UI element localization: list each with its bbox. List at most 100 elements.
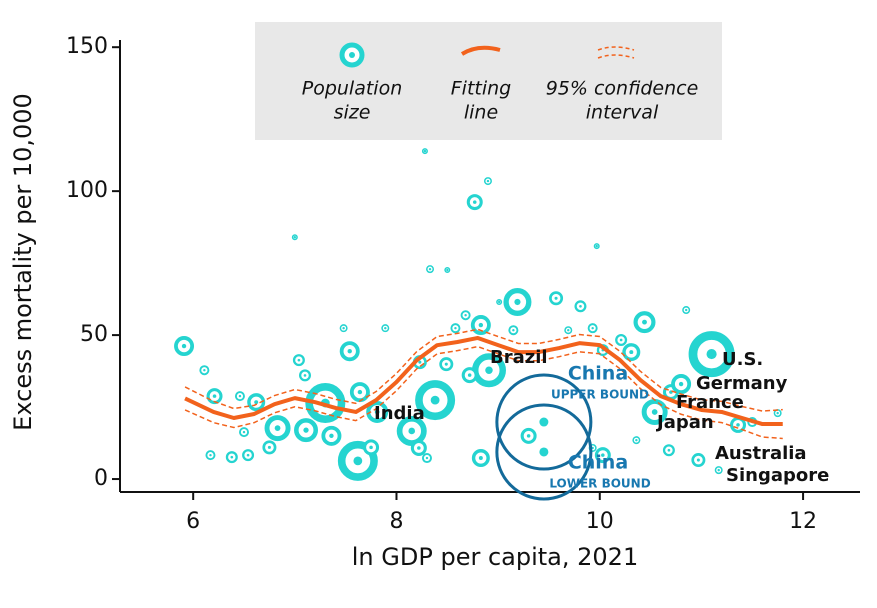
- annotations: Brazil India U.S. Germany France Japan A…: [374, 347, 829, 491]
- bubble-center: [293, 236, 297, 239]
- bubble-center: [635, 438, 638, 442]
- bubble-center: [567, 329, 570, 332]
- legend-bubble-dot: [349, 52, 355, 58]
- bubble-center: [209, 453, 212, 457]
- china-label: China: [568, 452, 628, 474]
- china-circle: [495, 403, 593, 501]
- x-axis-title: ln GDP per capita, 2021: [352, 543, 638, 571]
- legend-label: line: [464, 102, 498, 124]
- bubble-center: [667, 448, 671, 452]
- y-tick-label: 100: [66, 178, 108, 203]
- x-tick-label: 6: [186, 509, 200, 534]
- bubble-center: [430, 395, 440, 405]
- ci-upper-line: [184, 328, 783, 412]
- bubble-center: [238, 394, 242, 398]
- bubble-center: [478, 322, 484, 328]
- bubble-center: [417, 446, 421, 450]
- bubble-center: [486, 179, 490, 183]
- bubble-center: [706, 349, 717, 360]
- x-tick-label: 8: [389, 509, 403, 534]
- bubble-center: [384, 326, 387, 330]
- bubble-center: [428, 267, 432, 271]
- country-label: U.S.: [722, 349, 763, 370]
- bubble-center: [619, 338, 623, 342]
- legend-label: interval: [586, 102, 659, 124]
- bubble-center: [717, 468, 720, 472]
- bubble-center: [347, 349, 352, 354]
- fit-line: [184, 335, 783, 427]
- bubble-center: [472, 200, 477, 204]
- bubble-center: [444, 362, 448, 366]
- legend-box: [255, 22, 722, 140]
- legend-ci-icon: [597, 46, 635, 51]
- country-label: France: [676, 392, 744, 413]
- bubble-center: [678, 381, 684, 387]
- bubble-center: [591, 326, 594, 330]
- bubble-center: [274, 425, 281, 431]
- bubble-center: [684, 308, 688, 312]
- china-label: China: [568, 363, 628, 385]
- x-tick-label: 10: [586, 509, 614, 534]
- legend-label: size: [334, 102, 371, 124]
- bubble-center: [425, 456, 429, 460]
- bubble-center: [230, 455, 234, 459]
- plot-area: 0 50 100 150 6 8 10 12: [66, 34, 860, 534]
- bubble-center: [408, 427, 416, 435]
- bubble-center: [514, 298, 521, 306]
- bubble-center: [203, 369, 206, 372]
- country-label: Australia: [715, 443, 807, 464]
- bubble-center: [629, 350, 634, 355]
- china-dot: [539, 447, 549, 457]
- bubble-center: [242, 430, 246, 434]
- bubble-center: [446, 268, 449, 272]
- china-dot: [539, 417, 549, 427]
- bubble-center: [303, 427, 309, 433]
- bubble-center: [267, 445, 271, 449]
- legend-label: 95% confidence: [546, 78, 699, 100]
- y-tick-label: 0: [94, 466, 108, 491]
- bubble-center: [454, 326, 457, 330]
- bubble-center: [303, 374, 307, 377]
- ci-lower-line: [184, 345, 783, 440]
- country-label: Brazil: [490, 347, 548, 368]
- bubble-center: [357, 389, 363, 395]
- bubble-center: [254, 400, 259, 405]
- y-axis-title: Excess mortality per 10,000: [9, 93, 37, 431]
- legend-label: Population: [302, 78, 403, 100]
- bubble-center: [423, 149, 427, 153]
- china-bound-label: LOWER BOUND: [549, 477, 650, 491]
- bubble-center: [374, 409, 380, 415]
- bubble-center: [485, 366, 493, 374]
- bubble-center: [342, 326, 345, 330]
- bubble-center: [467, 373, 472, 377]
- country-label: Japan: [655, 412, 714, 433]
- bubble-center: [464, 314, 467, 317]
- bubble-center: [776, 411, 779, 415]
- bubble-center: [512, 329, 515, 332]
- bubble-center: [246, 453, 250, 457]
- legend: Population size Fitting line 95% confide…: [302, 42, 699, 124]
- y-tick-label: 50: [80, 322, 108, 347]
- bubble-center: [181, 343, 187, 349]
- bubble-center: [595, 244, 598, 248]
- x-tick-label: 12: [789, 509, 817, 534]
- bubble-center: [329, 433, 334, 439]
- bubble-center: [353, 456, 363, 466]
- country-label: India: [374, 403, 425, 424]
- bubble-center: [601, 453, 605, 457]
- china-bound-label: UPPER BOUND: [551, 388, 649, 402]
- bubble-center: [579, 304, 582, 308]
- china-circle: [495, 373, 593, 471]
- bubble-center: [497, 300, 501, 304]
- bubble-center: [297, 358, 301, 362]
- bubble-center: [696, 458, 700, 462]
- legend-line-icon: [460, 45, 501, 56]
- bubble-center: [526, 434, 531, 438]
- bubble-center: [478, 456, 483, 461]
- bubble-center: [651, 409, 658, 415]
- legend-label: Fitting: [451, 78, 512, 100]
- bubble-center: [212, 394, 217, 398]
- bubble-center: [736, 423, 740, 427]
- bubble-center: [554, 296, 558, 300]
